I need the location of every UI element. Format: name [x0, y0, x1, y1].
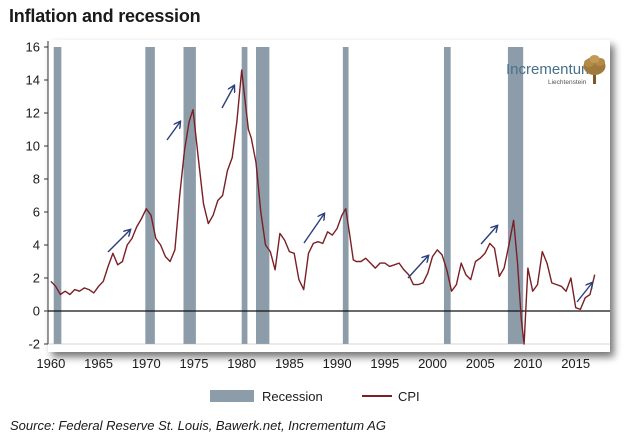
- x-tick-label-1960: 1960: [36, 356, 65, 371]
- recession-band-0: [53, 47, 62, 344]
- legend-recession-swatch: [210, 390, 254, 402]
- legend-cpi-label: CPI: [398, 389, 420, 404]
- x-tick-label-1970: 1970: [132, 356, 161, 371]
- trend-arrow-5: [480, 226, 497, 245]
- y-tick-label-16: 16: [26, 40, 40, 55]
- series-line-cpi: [50, 69, 596, 345]
- legend-recession-label: Recession: [262, 389, 323, 404]
- x-tick-label-1965: 1965: [84, 356, 113, 371]
- x-tick-label-1980: 1980: [227, 356, 256, 371]
- trend-arrow-1: [166, 122, 180, 141]
- incrementum-logo: Incrementum Liechtenstein: [506, 55, 606, 86]
- legend: Recession CPI: [210, 389, 420, 404]
- x-tick-label-2000: 2000: [418, 356, 447, 371]
- y-tick-label-14: 14: [26, 73, 40, 88]
- recession-bands: [53, 47, 524, 344]
- y-tick-label--2: -2: [28, 337, 40, 352]
- trend-arrow-0: [107, 230, 130, 253]
- x-tick-label-1975: 1975: [180, 356, 209, 371]
- trend-arrows: [107, 86, 592, 303]
- recession-band-4: [256, 47, 270, 344]
- y-tick-label-6: 6: [33, 205, 40, 220]
- y-tick-label-12: 12: [26, 106, 40, 121]
- cpi-series: [50, 69, 596, 345]
- y-tick-label-10: 10: [26, 139, 40, 154]
- tree-icon: [583, 55, 606, 84]
- chart-title: Inflation and recession: [9, 6, 201, 26]
- recession-band-3: [241, 47, 248, 344]
- x-tick-label-1990: 1990: [323, 356, 352, 371]
- recession-band-5: [342, 47, 349, 344]
- trend-arrow-2: [221, 86, 234, 109]
- recession-band-1: [145, 47, 155, 344]
- y-tick-label-2: 2: [33, 271, 40, 286]
- axes: -2 0 2 4 6 8 10 12 14 16 1960 1965 1970 1975 1980 1985 1…: [26, 40, 610, 371]
- y-tick-label-0: 0: [33, 304, 40, 319]
- logo-subtitle: Liechtenstein: [548, 79, 587, 86]
- recession-band-6: [443, 47, 451, 344]
- trend-arrow-6: [576, 283, 592, 303]
- recession-band-2: [183, 47, 196, 344]
- recession-band-7: [507, 47, 524, 344]
- x-tick-label-1985: 1985: [275, 356, 304, 371]
- x-tick-label-2015: 2015: [561, 356, 590, 371]
- x-tick-label-1995: 1995: [370, 356, 399, 371]
- x-tick-label-2010: 2010: [513, 356, 542, 371]
- logo-name: Incrementum: [506, 61, 594, 78]
- trend-arrow-3: [303, 214, 324, 244]
- y-tick-label-8: 8: [33, 172, 40, 187]
- y-tick-label-4: 4: [33, 238, 40, 253]
- x-tick-label-2005: 2005: [466, 356, 495, 371]
- trend-arrow-4: [407, 256, 428, 279]
- source-note: Source: Federal Reserve St. Louis, Bawer…: [10, 418, 386, 433]
